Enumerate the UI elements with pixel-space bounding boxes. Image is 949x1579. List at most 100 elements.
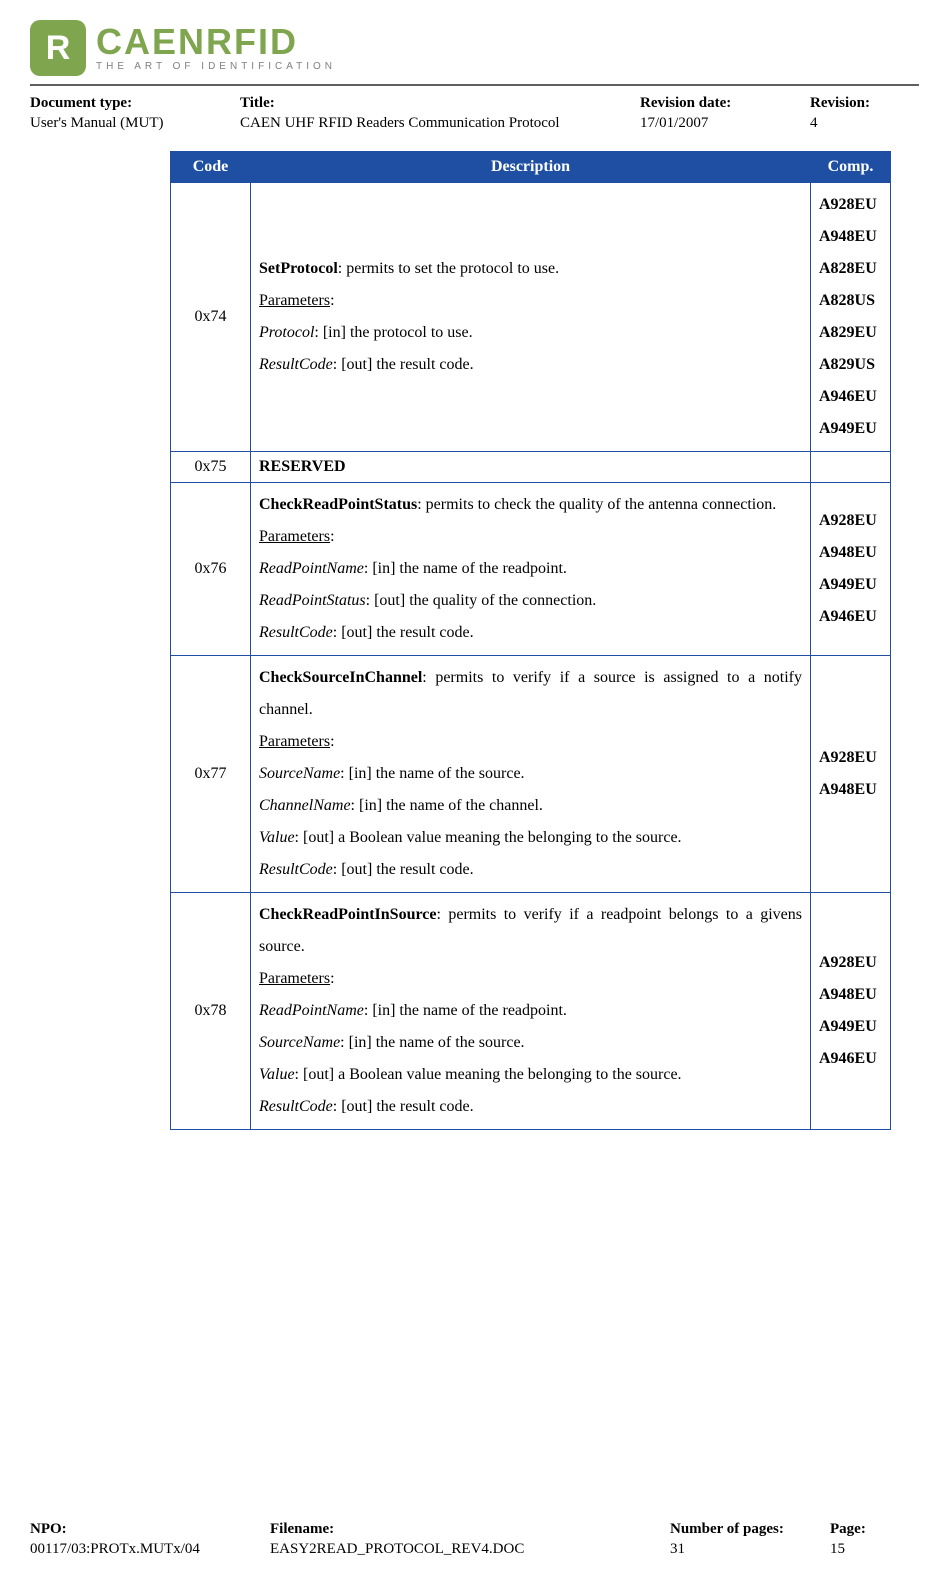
code-cell: 0x78: [171, 893, 251, 1130]
code-cell: 0x77: [171, 656, 251, 893]
command-name: SetProtocol: [259, 260, 338, 277]
parameter-text: : [out] the result code.: [333, 356, 474, 373]
comp-item: A949EU: [819, 413, 882, 445]
comp-item: A928EU: [819, 505, 882, 537]
logo-badge: R: [30, 20, 86, 76]
comp-cell: A928EUA948EUA949EUA946EU: [811, 893, 891, 1130]
col-code-header: Code: [171, 152, 251, 183]
parameter-text: : [in] the name of the source.: [340, 765, 524, 782]
description-block: CheckReadPointInSource: permits to verif…: [259, 899, 802, 1123]
parameter-line: Value: [out] a Boolean value meaning the…: [259, 822, 802, 854]
command-summary: : permits to check the quality of the an…: [417, 496, 776, 513]
parameter-line: ChannelName: [in] the name of the channe…: [259, 790, 802, 822]
command-table: Code Description Comp. 0x74SetProtocol: …: [170, 151, 891, 1130]
logo-badge-letter: R: [46, 29, 71, 68]
comp-list: A928EUA948EUA949EUA946EU: [819, 505, 882, 633]
parameter-name: ResultCode: [259, 356, 333, 373]
comp-item: A928EU: [819, 742, 882, 774]
parameter-name: SourceName: [259, 765, 340, 782]
comp-item: A828US: [819, 285, 882, 317]
description-block: CheckSourceInChannel: permits to verify …: [259, 662, 802, 886]
parameter-name: ReadPointStatus: [259, 592, 366, 609]
comp-item: A948EU: [819, 979, 882, 1011]
parameter-text: : [in] the protocol to use.: [314, 324, 472, 341]
comp-item: A946EU: [819, 1043, 882, 1075]
parameter-line: SourceName: [in] the name of the source.: [259, 758, 802, 790]
comp-item: A946EU: [819, 381, 882, 413]
comp-item: A828EU: [819, 253, 882, 285]
parameter-line: ReadPointName: [in] the name of the read…: [259, 553, 802, 585]
page: R CAENRFID THE ART OF IDENTIFICATION Doc…: [0, 0, 949, 1579]
parameter-line: Value: [out] a Boolean value meaning the…: [259, 1059, 802, 1091]
table-header-row: Code Description Comp.: [171, 152, 891, 183]
parameter-line: ResultCode: [out] the result code.: [259, 854, 802, 886]
parameter-name: ResultCode: [259, 861, 333, 878]
parameters-label: Parameters: [259, 528, 330, 545]
parameter-name: ReadPointName: [259, 560, 364, 577]
parameter-text: : [out] the result code.: [333, 624, 474, 641]
rev-date-value: 17/01/2007: [640, 114, 810, 134]
comp-cell: A928EUA948EUA949EUA946EU: [811, 483, 891, 656]
table-row: 0x75RESERVED: [171, 452, 891, 483]
revision-value: 4: [810, 114, 920, 134]
comp-item: A948EU: [819, 537, 882, 569]
parameter-text: : [out] the quality of the connection.: [366, 592, 597, 609]
title-label: Title:: [240, 94, 640, 114]
parameter-line: ResultCode: [out] the result code.: [259, 617, 802, 649]
num-pages: Number of pages: 31: [670, 1520, 830, 1559]
comp-item: A829US: [819, 349, 882, 381]
parameter-text: : [in] the name of the readpoint.: [364, 1002, 567, 1019]
doc-type: Document type: User's Manual (MUT): [30, 94, 240, 133]
table-row: 0x78CheckReadPointInSource: permits to v…: [171, 893, 891, 1130]
doc-type-value: User's Manual (MUT): [30, 114, 240, 134]
parameters-label: Parameters: [259, 970, 330, 987]
command-name: CheckSourceInChannel: [259, 669, 422, 686]
filename: Filename: EASY2READ_PROTOCOL_REV4.DOC: [270, 1520, 670, 1559]
header-rule: [30, 84, 919, 86]
parameter-name: Protocol: [259, 324, 314, 341]
parameters-label: Parameters: [259, 292, 330, 309]
revision-label: Revision:: [810, 94, 920, 114]
description-cell: SetProtocol: permits to set the protocol…: [251, 183, 811, 452]
footer-meta: NPO: 00117/03:PROTx.MUTx/04 Filename: EA…: [30, 1520, 919, 1559]
parameter-line: ReadPointName: [in] the name of the read…: [259, 995, 802, 1027]
parameters-label: Parameters: [259, 733, 330, 750]
filename-label: Filename:: [270, 1520, 670, 1540]
page-value: 15: [830, 1540, 920, 1560]
revision: Revision: 4: [810, 94, 920, 133]
page-label: Page:: [830, 1520, 920, 1540]
description-cell: CheckReadPointStatus: permits to check t…: [251, 483, 811, 656]
npo: NPO: 00117/03:PROTx.MUTx/04: [30, 1520, 270, 1559]
comp-list: A928EUA948EUA828EUA828USA829EUA829USA946…: [819, 189, 882, 445]
num-pages-label: Number of pages:: [670, 1520, 830, 1540]
title: Title: CAEN UHF RFID Readers Communicati…: [240, 94, 640, 133]
parameter-text: : [out] a Boolean value meaning the belo…: [295, 829, 682, 846]
comp-item: A949EU: [819, 1011, 882, 1043]
parameter-name: Value: [259, 1066, 295, 1083]
parameter-text: : [in] the name of the channel.: [351, 797, 543, 814]
parameter-name: ReadPointName: [259, 1002, 364, 1019]
parameter-text: : [in] the name of the readpoint.: [364, 560, 567, 577]
code-cell: 0x76: [171, 483, 251, 656]
description-block: CheckReadPointStatus: permits to check t…: [259, 489, 802, 649]
description-cell: CheckReadPointInSource: permits to verif…: [251, 893, 811, 1130]
description-block: SetProtocol: permits to set the protocol…: [259, 253, 802, 381]
parameter-name: SourceName: [259, 1034, 340, 1051]
parameter-text: : [out] the result code.: [333, 861, 474, 878]
comp-item: A946EU: [819, 601, 882, 633]
parameter-name: ResultCode: [259, 1098, 333, 1115]
col-comp-header: Comp.: [811, 152, 891, 183]
comp-cell: [811, 452, 891, 483]
table-row: 0x77CheckSourceInChannel: permits to ver…: [171, 656, 891, 893]
logo-tagline: THE ART OF IDENTIFICATION: [96, 62, 336, 72]
logo-text: CAENRFID THE ART OF IDENTIFICATION: [96, 24, 336, 72]
logo-brand: CAENRFID: [96, 24, 336, 60]
description-cell: CheckSourceInChannel: permits to verify …: [251, 656, 811, 893]
comp-list: A928EUA948EU: [819, 742, 882, 806]
num-pages-value: 31: [670, 1540, 830, 1560]
table-row: 0x74SetProtocol: permits to set the prot…: [171, 183, 891, 452]
parameter-text: : [out] a Boolean value meaning the belo…: [295, 1066, 682, 1083]
parameter-name: ChannelName: [259, 797, 351, 814]
parameter-line: SourceName: [in] the name of the source.: [259, 1027, 802, 1059]
code-cell: 0x75: [171, 452, 251, 483]
